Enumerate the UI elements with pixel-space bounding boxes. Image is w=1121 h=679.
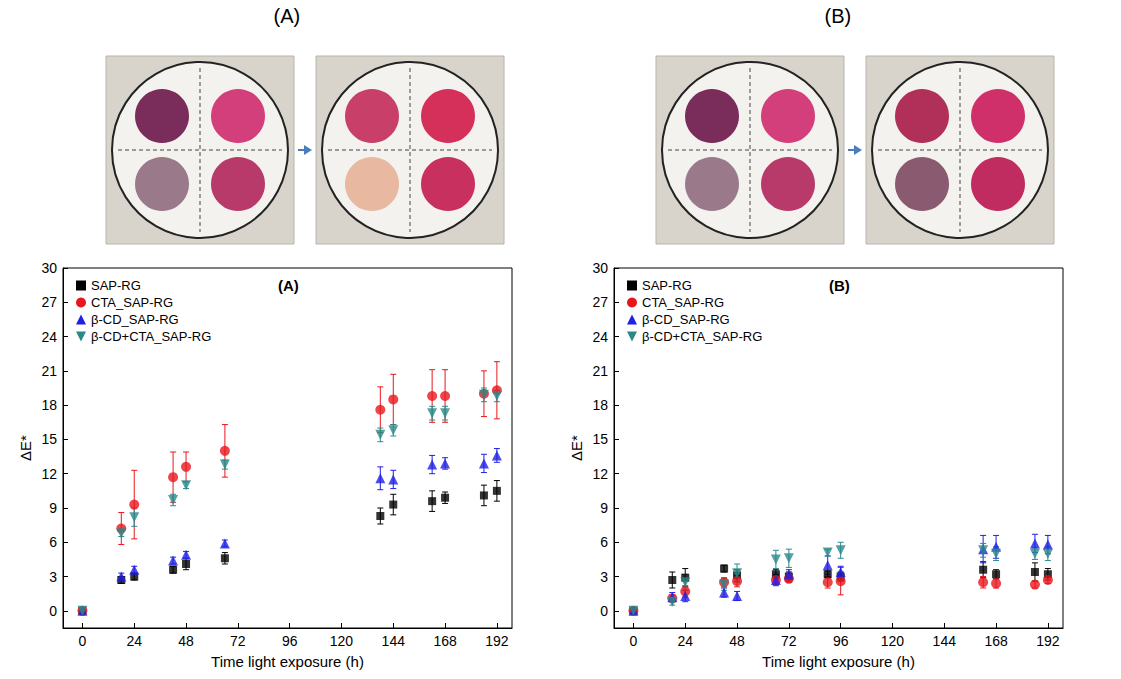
svg-text:SAP-RG: SAP-RG <box>91 278 141 293</box>
svg-text:β-CD_SAP-RG: β-CD_SAP-RG <box>91 312 179 327</box>
svg-text:CTA_SAP-RG: CTA_SAP-RG <box>642 295 724 310</box>
svg-text:30: 30 <box>592 260 608 276</box>
svg-text:15: 15 <box>592 431 608 447</box>
svg-text:27: 27 <box>592 294 608 310</box>
svg-text:(A): (A) <box>278 277 299 294</box>
svg-text:12: 12 <box>41 466 57 482</box>
svg-text:48: 48 <box>178 633 194 649</box>
svg-text:Time light exposure (h): Time light exposure (h) <box>762 653 915 670</box>
svg-text:21: 21 <box>592 363 608 379</box>
svg-text:9: 9 <box>49 500 57 516</box>
svg-text:96: 96 <box>282 633 298 649</box>
svg-text:96: 96 <box>833 633 849 649</box>
svg-text:192: 192 <box>1036 633 1060 649</box>
svg-text:(B): (B) <box>825 5 852 27</box>
svg-text:144: 144 <box>933 633 957 649</box>
svg-text:0: 0 <box>49 603 57 619</box>
svg-text:120: 120 <box>330 633 354 649</box>
svg-text:15: 15 <box>41 431 57 447</box>
svg-text:72: 72 <box>230 633 246 649</box>
svg-text:ΔE*: ΔE* <box>568 435 585 461</box>
svg-text:27: 27 <box>41 294 57 310</box>
svg-text:0: 0 <box>600 603 608 619</box>
svg-text:192: 192 <box>485 633 509 649</box>
svg-text:3: 3 <box>49 569 57 585</box>
svg-text:72: 72 <box>781 633 797 649</box>
svg-text:SAP-RG: SAP-RG <box>642 278 692 293</box>
svg-text:30: 30 <box>41 260 57 276</box>
svg-text:24: 24 <box>41 329 57 345</box>
svg-text:21: 21 <box>41 363 57 379</box>
svg-text:9: 9 <box>600 500 608 516</box>
svg-text:ΔE*: ΔE* <box>17 435 34 461</box>
svg-text:6: 6 <box>600 534 608 550</box>
svg-text:24: 24 <box>677 633 693 649</box>
svg-text:β-CD+CTA_SAP-RG: β-CD+CTA_SAP-RG <box>91 329 211 344</box>
svg-text:48: 48 <box>729 633 745 649</box>
svg-text:6: 6 <box>49 534 57 550</box>
svg-text:3: 3 <box>600 569 608 585</box>
svg-text:CTA_SAP-RG: CTA_SAP-RG <box>91 295 173 310</box>
svg-text:0: 0 <box>79 633 87 649</box>
svg-text:168: 168 <box>433 633 457 649</box>
svg-text:120: 120 <box>881 633 905 649</box>
svg-text:168: 168 <box>984 633 1008 649</box>
svg-text:(A): (A) <box>274 5 301 27</box>
svg-text:18: 18 <box>592 397 608 413</box>
svg-text:β-CD+CTA_SAP-RG: β-CD+CTA_SAP-RG <box>642 329 762 344</box>
svg-text:144: 144 <box>382 633 406 649</box>
svg-text:Time light exposure (h): Time light exposure (h) <box>211 653 364 670</box>
svg-text:18: 18 <box>41 397 57 413</box>
svg-text:β-CD_SAP-RG: β-CD_SAP-RG <box>642 312 730 327</box>
svg-text:24: 24 <box>126 633 142 649</box>
svg-text:24: 24 <box>592 329 608 345</box>
svg-text:12: 12 <box>592 466 608 482</box>
svg-text:(B): (B) <box>829 277 850 294</box>
svg-text:0: 0 <box>630 633 638 649</box>
